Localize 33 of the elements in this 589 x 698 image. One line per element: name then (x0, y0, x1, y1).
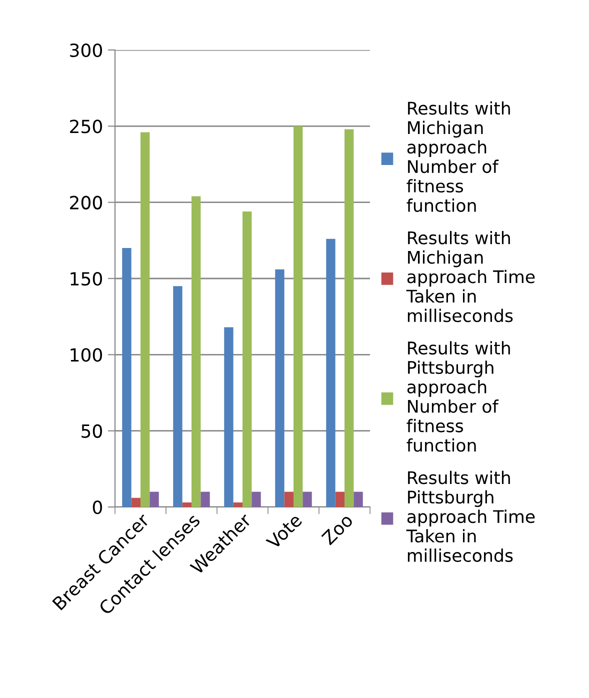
x-tick-label: Vote (266, 512, 303, 550)
bar (192, 196, 201, 507)
y-tick-label: 250 (70, 120, 102, 134)
bar (275, 269, 284, 507)
bar (326, 238, 336, 507)
bar (182, 502, 192, 507)
bar (242, 211, 252, 507)
y-tick-label: 150 (70, 272, 102, 286)
bar (294, 126, 303, 507)
bar (284, 492, 294, 507)
bar (173, 286, 182, 507)
bar (150, 492, 159, 507)
bar (122, 248, 132, 507)
y-tick-label: 200 (70, 196, 102, 210)
bar (354, 492, 363, 507)
bar (302, 492, 312, 507)
bar (131, 498, 140, 507)
legend-label: Results with Pittsburgh approach Number of fitness function (406, 341, 510, 452)
legend-label: Results with Pittsburgh approach Time Taken in milliseconds (406, 470, 535, 562)
bar (140, 132, 150, 507)
y-tick-label: 300 (70, 43, 102, 58)
bar (335, 492, 344, 507)
legend-label: Results with Michigan approach Number of fitness function (406, 101, 510, 212)
y-tick-label: 50 (82, 424, 102, 438)
y-tick-label: 0 (92, 500, 102, 514)
bar (233, 502, 242, 507)
legend-label: Results with Michigan approach Time Taken in milliseconds (406, 230, 535, 322)
x-tick-label: Zoo (321, 512, 354, 546)
bar (200, 492, 210, 507)
bar (344, 129, 354, 507)
bar (224, 327, 234, 507)
y-tick-label: 100 (70, 348, 102, 362)
bar (252, 492, 261, 507)
